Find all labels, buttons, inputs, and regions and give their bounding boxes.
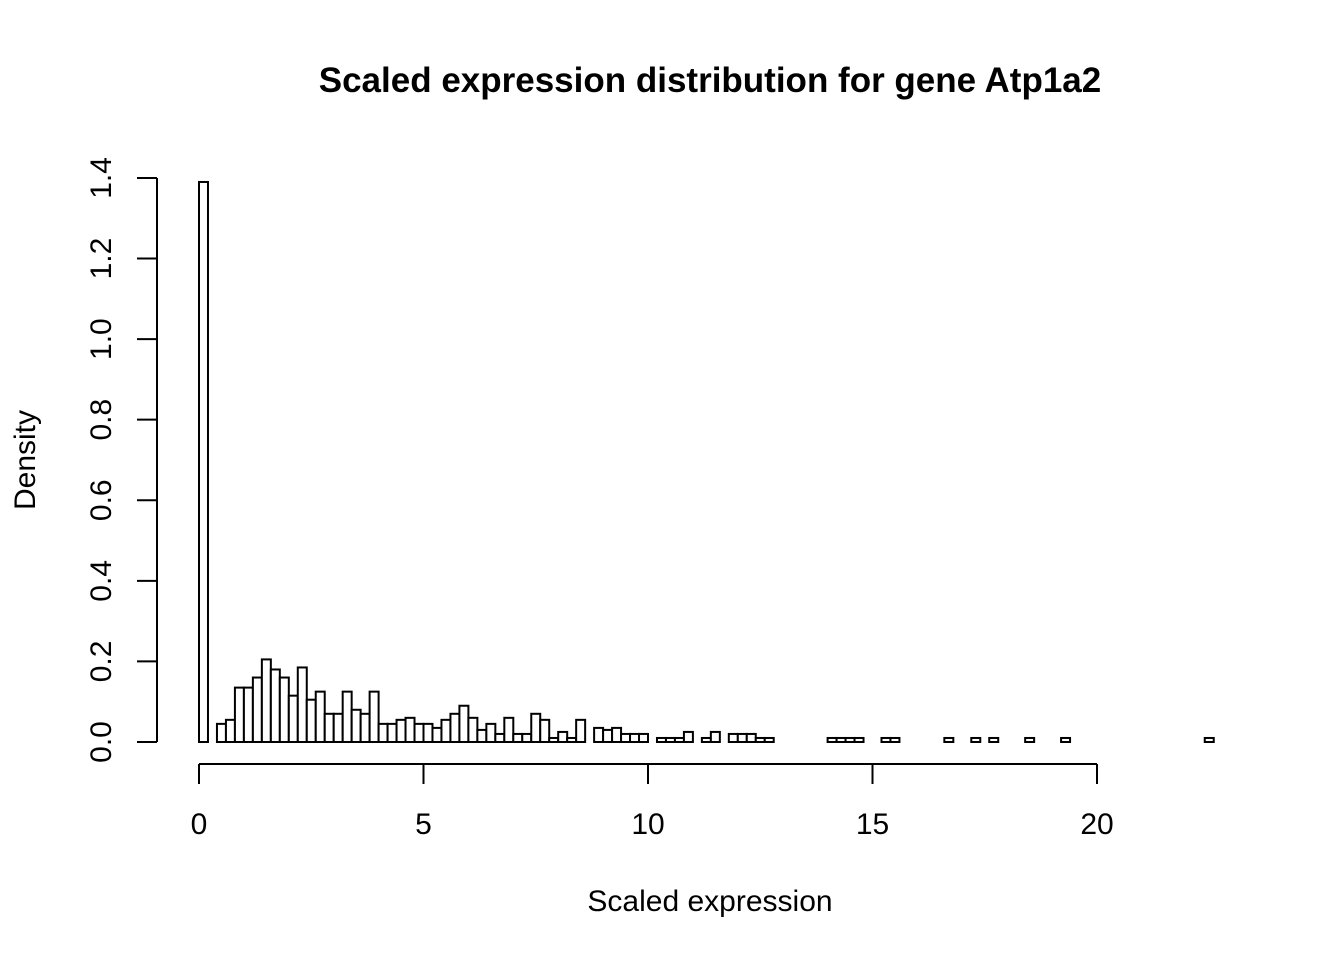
histogram-bar bbox=[575, 718, 587, 744]
histogram-bar bbox=[700, 736, 712, 744]
histogram-bar bbox=[305, 698, 317, 743]
histogram-bar bbox=[638, 732, 650, 744]
histogram-bar bbox=[467, 716, 479, 743]
histogram-bar bbox=[413, 722, 425, 744]
histogram-bar bbox=[530, 712, 542, 743]
histogram-bar bbox=[341, 690, 353, 744]
y-axis: 0.0 0.2 0.4 0.6 0.8 1.0 1.2 1.4 bbox=[85, 157, 158, 763]
histogram-bar bbox=[521, 732, 533, 744]
histogram-bar bbox=[727, 732, 739, 744]
histogram-bar bbox=[566, 736, 578, 744]
histogram-bar bbox=[476, 728, 488, 744]
histogram-bar bbox=[664, 736, 676, 744]
histogram-bar bbox=[673, 736, 685, 744]
histogram-bar bbox=[611, 726, 623, 743]
y-tick-label: 0.2 bbox=[85, 641, 118, 683]
histogram-bar bbox=[1060, 736, 1072, 744]
histogram-bar bbox=[215, 722, 227, 744]
histogram-bar bbox=[880, 736, 892, 744]
histogram-bar bbox=[296, 666, 308, 743]
histogram-bar bbox=[754, 736, 766, 744]
histogram-bar bbox=[548, 736, 560, 744]
histogram-bar bbox=[386, 722, 398, 744]
chart-title: Scaled expression distribution for gene … bbox=[319, 61, 1102, 100]
x-tick-label: 10 bbox=[631, 808, 664, 841]
histogram-bar bbox=[494, 732, 506, 744]
histogram-bar bbox=[629, 732, 641, 744]
histogram-bar bbox=[251, 676, 263, 744]
x-axis-label: Scaled expression bbox=[587, 885, 832, 918]
histogram-bar bbox=[539, 718, 551, 744]
histogram-bars bbox=[198, 180, 1215, 744]
histogram-bar bbox=[323, 712, 335, 743]
x-tick-label: 15 bbox=[856, 808, 889, 841]
y-axis-label: Density bbox=[9, 410, 42, 510]
histogram-bar bbox=[889, 736, 901, 744]
histogram-bar bbox=[260, 658, 272, 744]
histogram-bar bbox=[503, 716, 515, 743]
histogram-bar bbox=[485, 722, 497, 744]
histogram-bar bbox=[593, 726, 605, 743]
histogram-bar bbox=[332, 712, 344, 743]
histogram-bar bbox=[449, 712, 461, 743]
histogram-bar bbox=[269, 668, 281, 744]
histogram-bar bbox=[422, 722, 434, 744]
histogram-bar bbox=[745, 732, 757, 744]
histogram-bar bbox=[242, 686, 254, 744]
histogram-bar bbox=[970, 736, 982, 744]
histogram-bar bbox=[682, 730, 694, 743]
y-tick-label: 1.0 bbox=[85, 318, 118, 360]
histogram-bar bbox=[1024, 736, 1036, 744]
histogram-bar bbox=[287, 694, 299, 744]
histogram-bar bbox=[620, 732, 632, 744]
histogram-bar bbox=[557, 730, 569, 743]
histogram-bar bbox=[844, 736, 856, 744]
histogram-bar bbox=[368, 690, 380, 744]
histogram-bar bbox=[377, 722, 389, 744]
histogram-bar bbox=[763, 736, 775, 744]
histogram-bar bbox=[655, 736, 667, 744]
histogram-bar bbox=[359, 712, 371, 743]
histogram-bar bbox=[404, 716, 416, 743]
histogram-bar bbox=[233, 686, 245, 744]
y-tick-label: 0.8 bbox=[85, 399, 118, 441]
x-tick-label: 20 bbox=[1080, 808, 1113, 841]
histogram-bar bbox=[943, 736, 955, 744]
histogram-bar bbox=[224, 718, 236, 744]
x-axis: 0 5 10 15 20 bbox=[191, 763, 1114, 841]
histogram-bar bbox=[198, 180, 209, 743]
x-tick-label: 5 bbox=[415, 808, 432, 841]
histogram-bar bbox=[1203, 736, 1215, 744]
histogram-bar bbox=[736, 732, 748, 744]
y-tick-label: 1.4 bbox=[85, 157, 118, 199]
histogram-bar bbox=[709, 730, 721, 743]
histogram-bar bbox=[458, 704, 470, 744]
histogram-bar bbox=[512, 732, 524, 744]
histogram-bar bbox=[395, 718, 407, 744]
y-tick-label: 0.4 bbox=[85, 560, 118, 602]
histogram-bar bbox=[278, 676, 290, 744]
histogram-bar bbox=[440, 718, 452, 744]
histogram-bar bbox=[988, 736, 1000, 744]
histogram-bar bbox=[826, 736, 838, 744]
histogram-bar bbox=[314, 690, 326, 744]
histogram-bar bbox=[602, 728, 614, 744]
y-tick-label: 0.6 bbox=[85, 479, 118, 521]
histogram-bar bbox=[350, 708, 362, 744]
histogram-bar bbox=[853, 736, 865, 744]
y-tick-label: 1.2 bbox=[85, 238, 118, 280]
y-tick-label: 0.0 bbox=[85, 721, 118, 763]
histogram-bar bbox=[835, 736, 847, 744]
histogram-bar bbox=[431, 726, 443, 743]
x-tick-label: 0 bbox=[191, 808, 208, 841]
